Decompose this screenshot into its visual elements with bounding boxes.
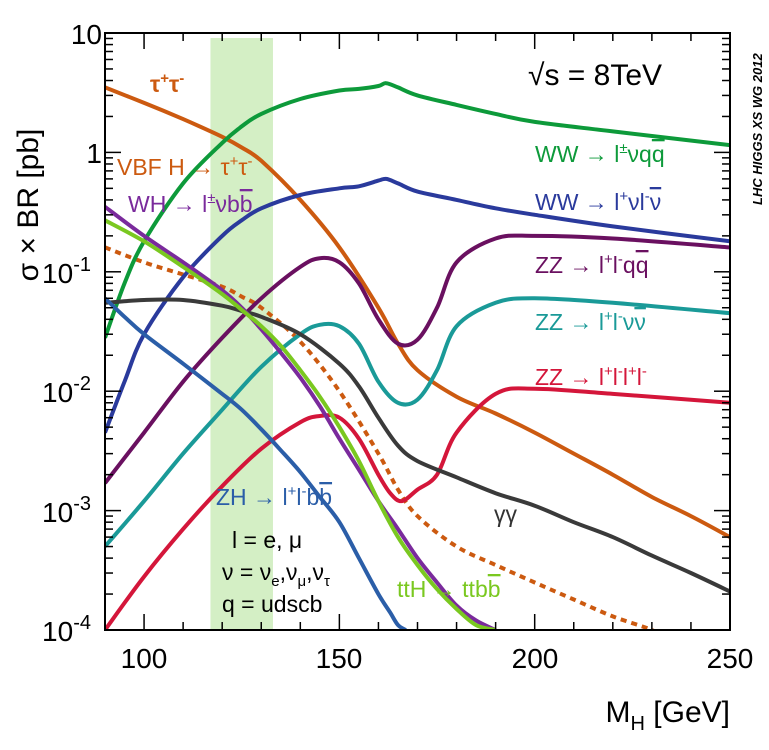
x-axis-label: MH [GeV] bbox=[606, 696, 731, 735]
series-line-7 bbox=[105, 297, 730, 594]
series-label-zz-llqq: ZZ → l+l-qq bbox=[535, 251, 648, 278]
series-label-tth: ttH → ttbb bbox=[397, 576, 501, 602]
series-line-5 bbox=[105, 296, 730, 548]
tick-layer bbox=[104, 32, 731, 631]
note-lepton: l = e, μ bbox=[232, 527, 302, 553]
x-tick-label: 200 bbox=[512, 643, 559, 674]
series-label-ww-lnuqq: WW → l±νqq bbox=[535, 140, 665, 167]
series-label-zh: ZH → l+l-bb bbox=[216, 483, 332, 510]
series-line-2 bbox=[105, 81, 730, 339]
y-axis-label: σ × BR [pb] bbox=[12, 129, 45, 282]
series-label-gammagamma: γγ bbox=[494, 501, 518, 527]
energy-label: √s = 8TeV bbox=[528, 59, 662, 92]
x-tick-label: 150 bbox=[316, 643, 363, 674]
series-line-6 bbox=[105, 386, 730, 630]
y-tick-label: 10-2 bbox=[42, 373, 91, 408]
series-label-wh: WH → l±νbb bbox=[128, 190, 253, 217]
series-label-ww-lnulnu: WW → l+νl-ν bbox=[535, 188, 661, 215]
x-tick-label: 100 bbox=[121, 643, 168, 674]
series-line-9 bbox=[105, 218, 497, 630]
note-quark: q = udscb bbox=[222, 591, 322, 617]
y-tick-label: 1 bbox=[86, 138, 102, 169]
series-line-1 bbox=[105, 245, 657, 630]
y-tick-label: 10-4 bbox=[42, 612, 91, 647]
series-line-10 bbox=[105, 296, 407, 630]
y-tick-label: 10-3 bbox=[42, 493, 91, 528]
series-label-zz-4l: ZZ → l+l-l+l- bbox=[535, 363, 647, 390]
series-line-3 bbox=[105, 176, 730, 434]
y-tick-label: 10-1 bbox=[42, 254, 91, 289]
series-line-8 bbox=[105, 205, 497, 630]
series-line-4 bbox=[105, 233, 730, 485]
y-tick-label: 10 bbox=[71, 19, 102, 50]
watermark: LHC HIGGS XS WG 2012 bbox=[750, 53, 765, 205]
series-layer bbox=[105, 81, 730, 630]
x-tick-label: 250 bbox=[707, 643, 754, 674]
series-label-zz-llnunu: ZZ → l+l-νν bbox=[535, 308, 646, 335]
series-label-tautau: τ+τ- bbox=[150, 70, 184, 97]
